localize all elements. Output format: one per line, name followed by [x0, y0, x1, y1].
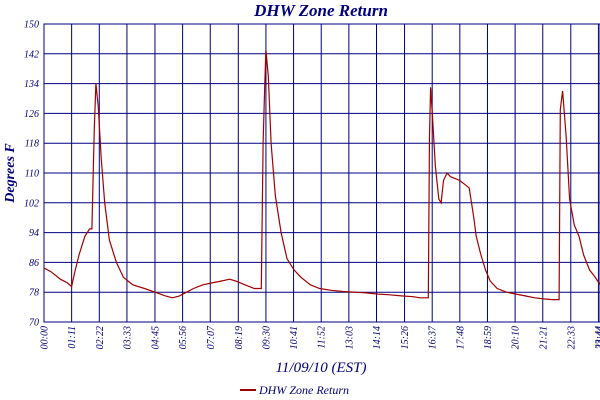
x-tick-label: 20:10 [511, 326, 522, 349]
x-tick-label: 14:14 [372, 326, 383, 349]
x-tick-label: 13:03 [344, 326, 355, 349]
x-tick-label: 21:21 [538, 326, 549, 349]
y-tick-label: 78 [29, 288, 39, 299]
x-tick-label: 09:30 [261, 326, 272, 349]
y-tick-label: 86 [29, 258, 39, 269]
x-tick-label: 02:22 [95, 326, 106, 349]
y-axis-label: Degrees F [3, 143, 18, 204]
y-tick-label: 134 [24, 79, 39, 90]
x-tick-label: 01:11 [67, 326, 78, 349]
y-tick-label: 118 [25, 139, 39, 150]
legend-label: DHW Zone Return [258, 383, 349, 397]
y-tick-label: 94 [29, 228, 39, 239]
x-axis: 00:00 01:11 02:22 03:33 04:45 05:56 07:07 08:19… [40, 325, 600, 349]
x-tick-label: 23:44 [596, 326, 600, 349]
plot-frame [43, 23, 600, 323]
x-tick-label: 10:41 [289, 326, 300, 349]
x-tick-label: 17:48 [455, 326, 466, 349]
x-tick-label: 11:52 [317, 326, 328, 349]
x-axis-label: 11/09/10 (EST) [276, 360, 367, 376]
x-tick-label: 18:59 [483, 326, 494, 349]
x-tick-label: 22:33 [566, 326, 577, 349]
x-tick-label: 07:07 [206, 325, 217, 349]
x-tick-label: 16:37 [428, 325, 439, 349]
y-tick-label: 126 [24, 109, 39, 120]
x-tick-label: 00:00 [40, 326, 51, 349]
series-line-dhw-zone-return [43, 50, 600, 301]
y-tick-label: 110 [25, 169, 39, 180]
grid-lines [43, 23, 600, 323]
y-tick-label: 70 [29, 318, 39, 329]
x-tick-label: 05:56 [178, 326, 189, 349]
y-axis: 70 78 86 94 102 110 118 126 134 142 150 [24, 20, 39, 329]
y-tick-label: 102 [24, 198, 39, 209]
y-tick-label: 150 [24, 20, 39, 31]
y-tick-label: 142 [24, 49, 39, 60]
x-tick-label: 08:19 [234, 326, 245, 349]
x-tick-label: 04:45 [150, 326, 161, 349]
x-tick-label: 15:26 [400, 326, 411, 349]
x-tick-label: 23:44 [594, 326, 600, 349]
chart-title: DHW Zone Return [253, 1, 388, 20]
legend: DHW Zone Return [240, 383, 349, 397]
x-tick-label: 03:33 [122, 326, 133, 349]
